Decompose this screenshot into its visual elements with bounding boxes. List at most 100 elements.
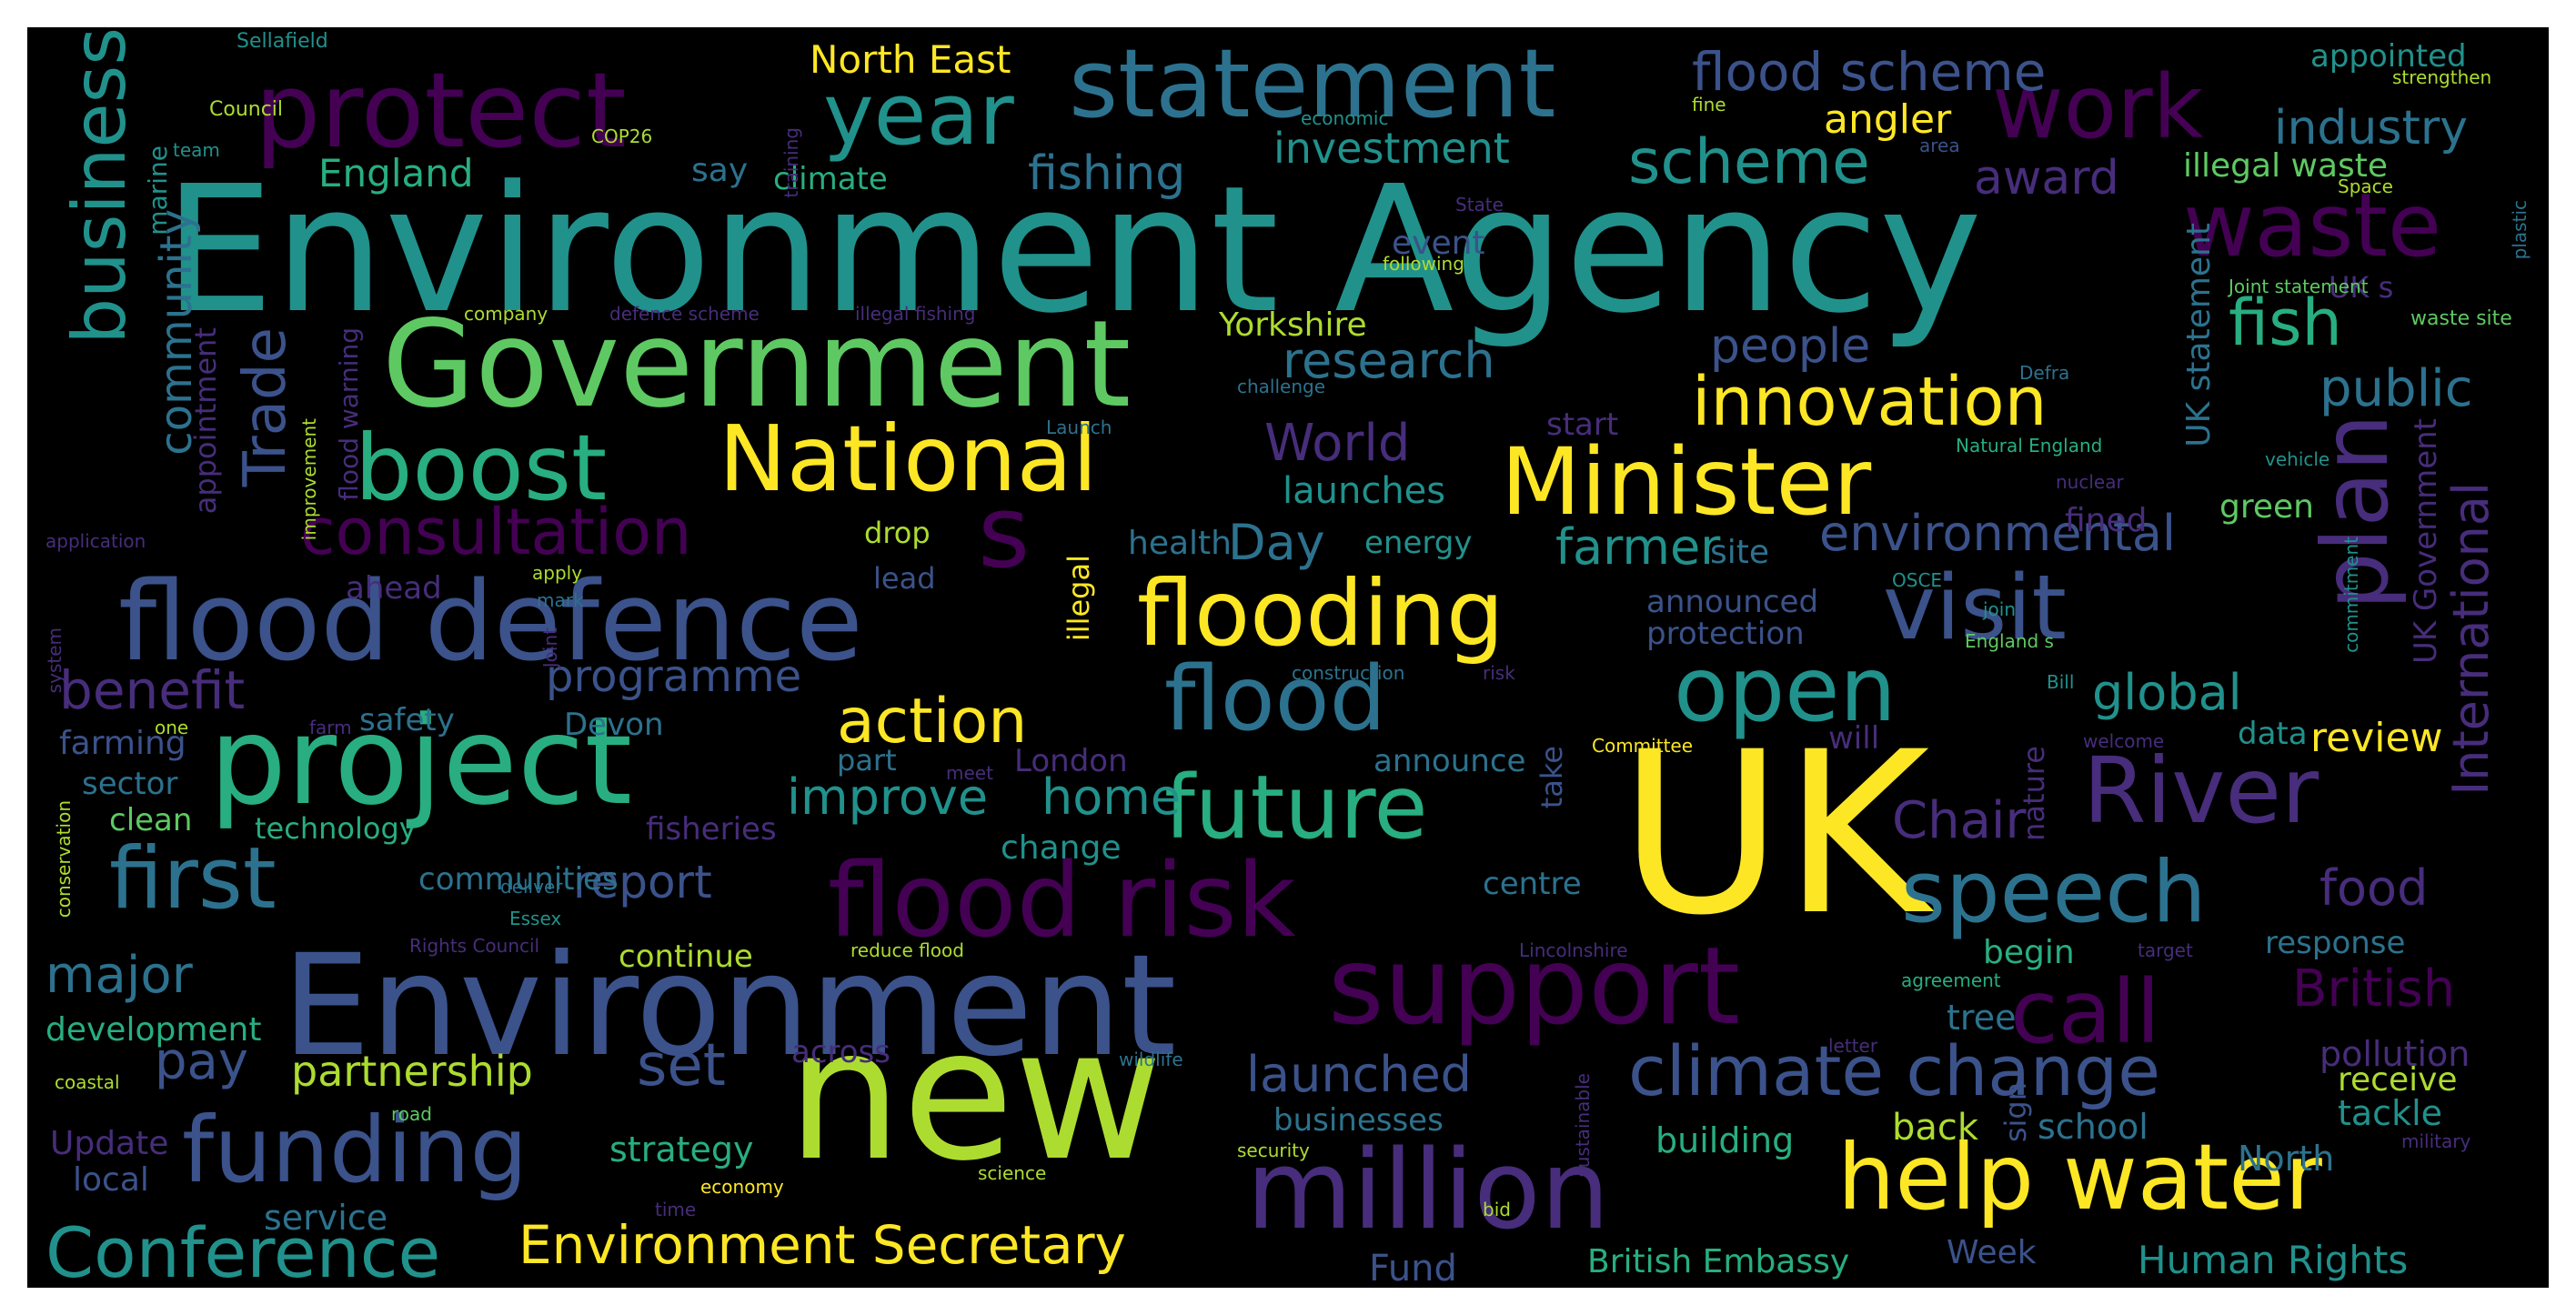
cloud-word: drop (864, 516, 931, 550)
cloud-word: future (1164, 757, 1428, 858)
cloud-word: lead (873, 561, 936, 596)
cloud-word: nuclear (2056, 471, 2124, 493)
cloud-word: security (1237, 1139, 1310, 1161)
cloud-word: sign (1998, 1082, 2033, 1143)
cloud-word: flooding (1137, 560, 1504, 667)
cloud-word: take (1535, 746, 1569, 809)
cloud-word: safety (359, 702, 455, 738)
cloud-word: launched (1246, 1046, 1472, 1103)
cloud-word: Essex (509, 908, 562, 929)
cloud-word: fishing (1028, 146, 1186, 201)
cloud-word: system (44, 627, 65, 694)
cloud-word: Chair (1892, 791, 2027, 850)
cloud-word: announce (1374, 743, 1526, 779)
cloud-word: North (2238, 1139, 2335, 1179)
cloud-word: service (264, 1198, 388, 1238)
cloud-word: vehicle (2265, 448, 2330, 470)
cloud-word: will (1828, 720, 1880, 757)
cloud-word: meet (946, 762, 993, 784)
cloud-word: improvement (298, 418, 320, 541)
cloud-word: action (837, 686, 1028, 758)
cloud-word: commitment (2340, 537, 2362, 653)
cloud-word: challenge (1237, 376, 1326, 397)
cloud-word: change (1001, 829, 1122, 867)
cloud-word: green (2219, 488, 2314, 526)
cloud-word: health (1128, 525, 1232, 562)
cloud-word: climate (773, 161, 888, 197)
cloud-word: part (837, 743, 897, 778)
cloud-word: continue (619, 939, 753, 975)
cloud-word: Conference (45, 1212, 441, 1288)
cloud-word: environmental (1819, 505, 2177, 562)
cloud-word: home (1041, 768, 1182, 826)
cloud-word: call (2010, 961, 2160, 1063)
cloud-word: COP26 (591, 125, 653, 147)
cloud-word: Bill (2047, 671, 2075, 693)
cloud-word: economic (1301, 107, 1389, 129)
cloud-word: flood scheme (1692, 41, 2047, 103)
cloud-word: partnership (291, 1047, 533, 1096)
cloud-word: International (2442, 482, 2500, 796)
cloud-word: year (823, 65, 1014, 165)
cloud-word: nature (2017, 746, 2051, 841)
cloud-word: Joint statement (2229, 276, 2369, 297)
cloud-word: construction (1292, 662, 1405, 684)
cloud-word: receive (2338, 1061, 2458, 1099)
cloud-word: launches (1283, 470, 1446, 512)
cloud-word: one (155, 717, 189, 738)
cloud-word: pay (155, 1032, 249, 1091)
cloud-word: UK s (2329, 270, 2394, 305)
cloud-word: funding (182, 1097, 528, 1203)
cloud-word: energy (1364, 525, 1473, 561)
cloud-word: letter (1828, 1035, 1878, 1057)
cloud-word: defence scheme (609, 303, 760, 325)
cloud-word: London (1014, 743, 1128, 779)
cloud-word: conservation (53, 800, 75, 918)
cloud-word: Week (1947, 1234, 2037, 1271)
cloud-word: consultation (300, 495, 692, 569)
cloud-word: research (1283, 332, 1495, 389)
cloud-word: begin (1983, 934, 2075, 971)
cloud-word: time (655, 1199, 697, 1220)
cloud-word: State (1455, 194, 1504, 216)
cloud-word: visit (1883, 557, 2067, 660)
cloud-word: bid (1483, 1199, 1511, 1220)
cloud-word: start (1546, 407, 1619, 443)
cloud-word: new (787, 989, 1163, 1201)
cloud-word: Government (382, 295, 1132, 435)
cloud-word: North East (810, 37, 1011, 82)
cloud-word: World (1264, 414, 1411, 473)
cloud-word: Environment Secretary (518, 1214, 1126, 1276)
cloud-word: UK statement (2180, 223, 2218, 447)
cloud-word: flood risk (828, 842, 1296, 960)
cloud-word: England s (1965, 630, 2054, 652)
cloud-word: angler (1824, 96, 1952, 143)
cloud-word: strategy (609, 1129, 754, 1169)
cloud-word: Space (2338, 176, 2393, 197)
cloud-word: investment (1273, 124, 1510, 173)
cloud-word: area (1919, 135, 1960, 156)
cloud-word: project (209, 690, 633, 832)
cloud-word: Natural England (1956, 435, 2103, 457)
cloud-word: science (978, 1162, 1047, 1184)
cloud-word: appointment (188, 327, 223, 515)
cloud-word: major (45, 946, 193, 1005)
cloud-word: Environment (282, 925, 1177, 1088)
cloud-word: marine (143, 146, 173, 236)
cloud-word: programme (546, 651, 802, 702)
cloud-word: benefit (59, 659, 246, 721)
cloud-word: economy (700, 1176, 784, 1198)
cloud-word: British Embassy (1587, 1243, 1850, 1280)
cloud-word: plastic (2509, 200, 2531, 260)
cloud-word: Lincolnshire (1519, 939, 1628, 961)
cloud-word: military (2401, 1130, 2471, 1152)
cloud-word: public (2319, 359, 2473, 418)
cloud-word: school (2038, 1107, 2148, 1147)
cloud-word: farm (309, 717, 352, 738)
cloud-word: building (1655, 1120, 1795, 1160)
cloud-word: data (2238, 716, 2308, 752)
cloud-word: Defra (2019, 362, 2070, 384)
cloud-word: Committee (1592, 735, 1694, 757)
cloud-word: climate change (1628, 1030, 2161, 1111)
cloud-word: UK Government (2408, 418, 2444, 665)
